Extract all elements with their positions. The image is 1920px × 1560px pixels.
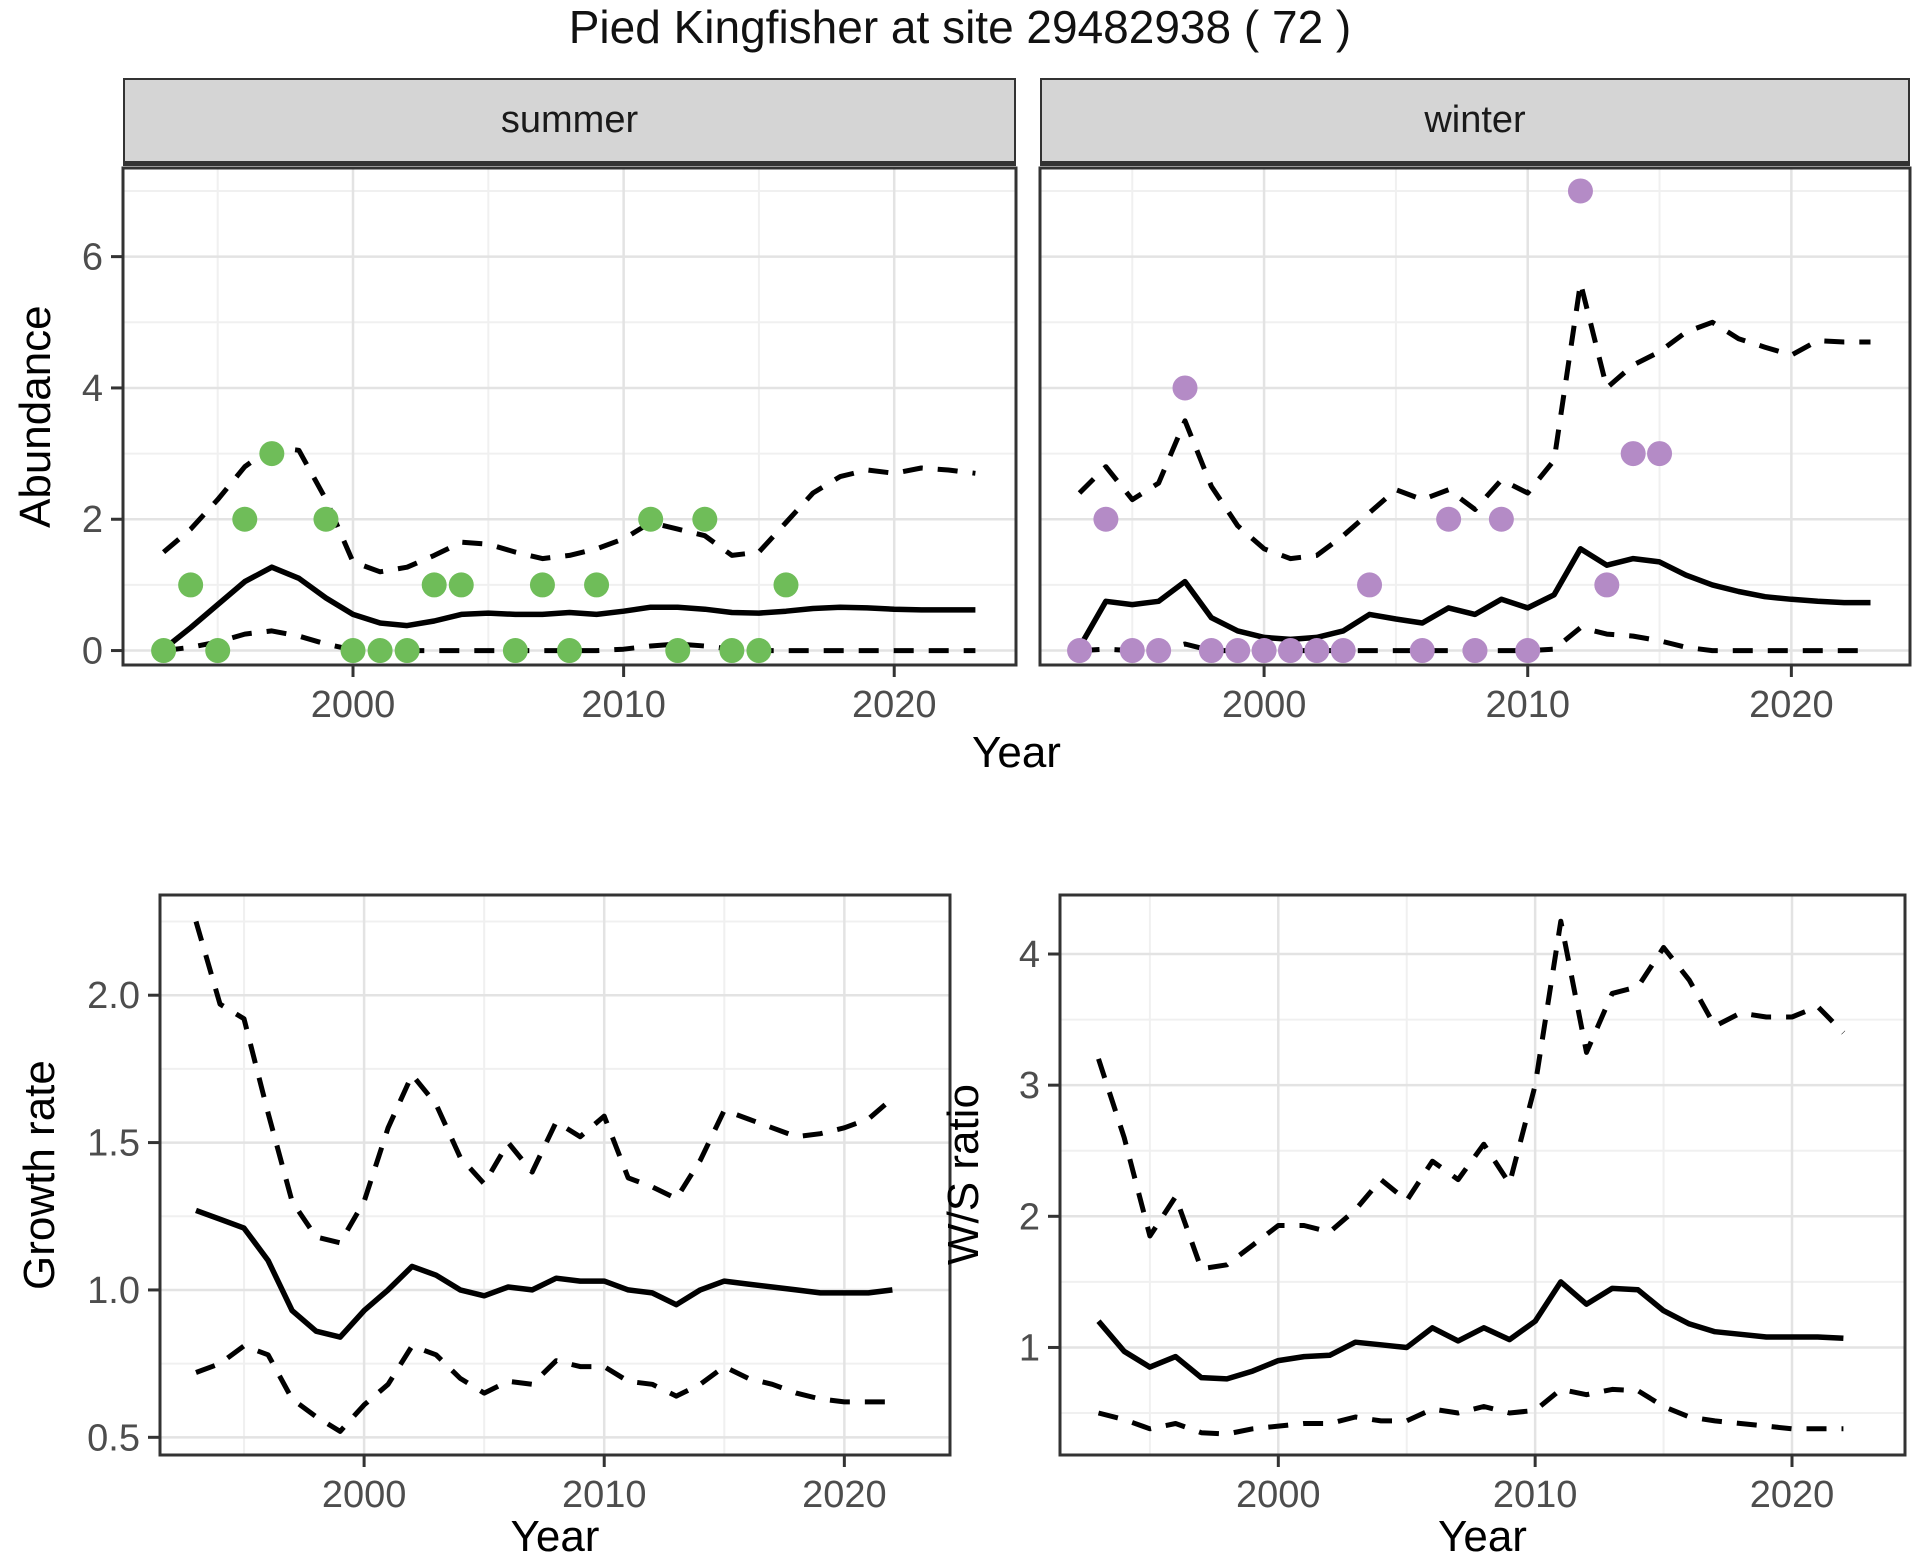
upper-ci-line: [161, 444, 976, 575]
x-tick-label: 2020: [1750, 1474, 1835, 1516]
data-point: [1567, 178, 1593, 204]
x-tick-label: 2020: [1749, 684, 1834, 726]
data-point: [1225, 638, 1251, 664]
y-tick-label: 1.0: [87, 1270, 140, 1312]
data-point: [1251, 638, 1277, 664]
x-tick-label: 2000: [322, 1474, 407, 1516]
data-point: [205, 638, 231, 664]
data-point: [178, 572, 204, 598]
x-tick-label: 2020: [852, 684, 937, 726]
panel-winter: 2000 2010 2020: [1038, 166, 1912, 726]
x-tick-label: 2000: [1222, 684, 1307, 726]
data-point: [1620, 441, 1646, 467]
x-tick-label: 2010: [562, 1474, 647, 1516]
data-point: [421, 572, 447, 598]
y-tick-label: 1: [1019, 1327, 1040, 1369]
x-tick-label: 2010: [1485, 684, 1570, 726]
facet-strip-winter: winter: [1040, 78, 1910, 166]
median-line: [1096, 1279, 1844, 1382]
y-tick-label: 4: [1019, 934, 1040, 976]
data-point: [394, 638, 420, 664]
y-axis-title-abundance: Abundance: [11, 305, 60, 528]
data-point: [340, 638, 366, 664]
y-tick-label: 3: [1019, 1065, 1040, 1107]
data-point: [448, 572, 474, 598]
y-tick-label: 2: [1019, 1196, 1040, 1238]
panel-border: [1038, 166, 1912, 667]
panel-growth: 2000 2010 2020 0.5 1.0 1.5 2.0: [87, 893, 952, 1516]
data-point: [1436, 506, 1462, 532]
data-point: [1409, 638, 1435, 664]
data-point: [529, 572, 555, 598]
data-point: [692, 506, 718, 532]
x-tick-label: 2000: [1236, 1474, 1321, 1516]
data-point: [1198, 638, 1224, 664]
y-tick-label: 2: [82, 499, 103, 541]
y-tick-label: 2.0: [87, 975, 140, 1017]
facet-strip-summer-label: summer: [500, 99, 639, 141]
x-tick-label: 2010: [581, 684, 666, 726]
facet-strip-summer: summer: [123, 78, 1016, 166]
data-point: [1594, 572, 1620, 598]
data-point: [313, 506, 339, 532]
facet-strip-winter-label: winter: [1424, 99, 1526, 141]
lower-ci-line: [1097, 1386, 1844, 1437]
y-tick-label: 0: [82, 631, 103, 673]
panel-ws: 2000 2010 2020 1 2 3 4: [1019, 893, 1907, 1516]
data-point: [584, 572, 610, 598]
data-point: [232, 506, 258, 532]
panel-border: [121, 166, 1018, 667]
upper-ci-line: [1096, 918, 1846, 1272]
data-point: [1647, 441, 1673, 467]
median-line: [195, 1207, 893, 1340]
lower-ci-line: [195, 1343, 893, 1434]
data-point: [638, 506, 664, 532]
median-line: [161, 564, 976, 652]
x-axis-title-year-growth: Year: [510, 1512, 600, 1560]
data-point: [1146, 638, 1172, 664]
data-point: [719, 638, 745, 664]
panel-border: [1058, 893, 1907, 1457]
y-tick-label: 0.5: [87, 1417, 140, 1459]
upper-ci-line: [1077, 280, 1871, 562]
data-point: [665, 638, 691, 664]
data-point: [557, 638, 582, 664]
y-tick-label: 1.5: [87, 1123, 140, 1165]
median-line: [1077, 546, 1871, 649]
upper-ci-line: [193, 920, 895, 1246]
data-point: [1277, 638, 1303, 664]
y-tick-label: 6: [82, 237, 103, 279]
panel-summer: 2000 2010 2020 0 2 4 6: [82, 166, 1018, 726]
x-axis-title-year-top: Year: [972, 728, 1061, 777]
data-point: [1462, 638, 1488, 664]
data-point: [1093, 506, 1119, 532]
data-point: [746, 638, 772, 664]
data-point: [502, 638, 528, 664]
x-tick-label: 2000: [311, 684, 396, 726]
data-point: [1488, 506, 1514, 532]
lower-ci-line: [163, 628, 976, 654]
data-point: [1515, 638, 1541, 664]
data-point: [1304, 638, 1330, 664]
plot-title: Pied Kingfisher at site 29482938 ( 72 ): [568, 1, 1352, 53]
data-point: [1172, 375, 1198, 401]
y-tick-label: 4: [82, 368, 103, 410]
x-axis-title-year-ws: Year: [1438, 1512, 1527, 1560]
data-point: [1067, 638, 1093, 664]
data-point: [151, 638, 177, 664]
x-tick-label: 2010: [1493, 1474, 1578, 1516]
panel-border: [158, 893, 952, 1457]
x-tick-label: 2020: [802, 1474, 887, 1516]
data-point: [1119, 638, 1145, 664]
data-point: [259, 441, 285, 467]
y-axis-title-growth-rate: Growth rate: [15, 1060, 64, 1290]
data-point: [773, 572, 799, 598]
data-point: [367, 638, 393, 664]
y-axis-title-ws-ratio: W/S ratio: [939, 1084, 988, 1266]
data-point: [1330, 638, 1356, 664]
data-point: [1357, 572, 1383, 598]
